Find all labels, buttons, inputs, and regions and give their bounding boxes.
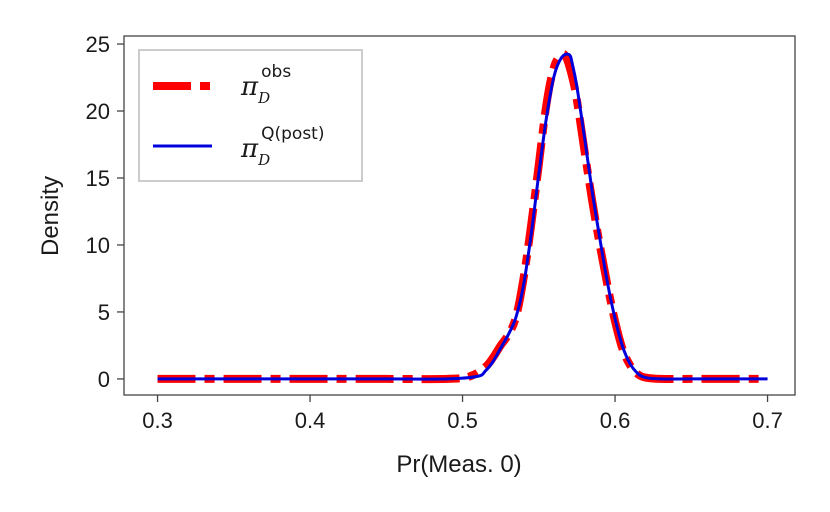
y-tick-label: 20	[86, 99, 110, 124]
curves-group	[157, 49, 768, 384]
x-tick-label: 0.5	[447, 408, 478, 433]
y-tick-label: 5	[98, 300, 110, 325]
x-tick-label: 0.7	[752, 408, 783, 433]
x-tick-label: 0.3	[142, 408, 173, 433]
y-tick-label: 10	[86, 233, 110, 258]
legend-frame	[138, 49, 363, 182]
y-axis: 0 5 10 15 20 25	[86, 32, 124, 392]
y-axis-label: Density	[37, 176, 64, 256]
x-tick-label: 0.4	[295, 408, 326, 433]
y-tick-label: 25	[86, 32, 110, 57]
series-line-post	[157, 52, 768, 381]
y-tick-label: 15	[86, 166, 110, 191]
legend-entry-post: πDQ(post)	[240, 124, 325, 169]
legend-entry-obs: πDobs	[240, 62, 291, 107]
legend: πDobs πDQ(post)	[138, 49, 363, 182]
x-axis: 0.3 0.4 0.5 0.6 0.7	[142, 395, 783, 433]
y-tick-label: 0	[98, 367, 110, 392]
x-tick-label: 0.6	[600, 408, 631, 433]
x-axis-label: Pr(Meas. 0)	[396, 451, 521, 478]
